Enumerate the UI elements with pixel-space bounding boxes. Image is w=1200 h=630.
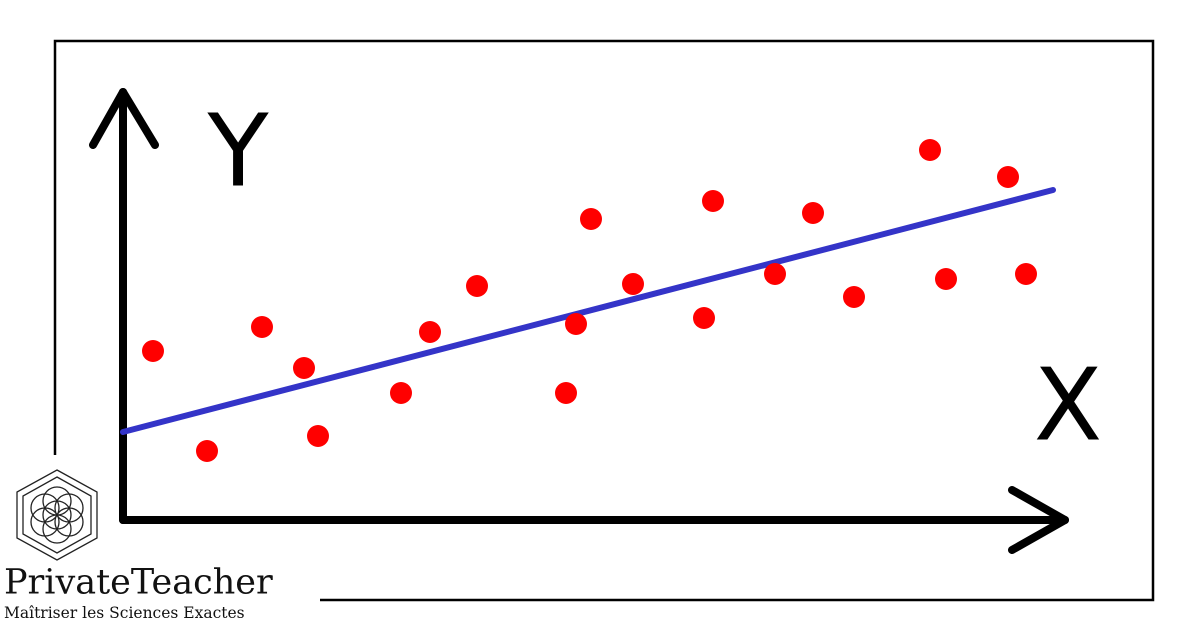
point: [843, 286, 865, 308]
trend-line: [120, 187, 1056, 435]
point: [997, 166, 1019, 188]
point: [466, 275, 488, 297]
point: [307, 425, 329, 447]
point: [555, 382, 577, 404]
x-arrow: [1008, 486, 1069, 554]
point: [419, 321, 441, 343]
point: [802, 202, 824, 224]
point: [935, 268, 957, 290]
x-label: X: [1034, 346, 1103, 463]
plot: [120, 139, 1056, 462]
point: [764, 263, 786, 285]
point: [196, 440, 218, 462]
y-label: Y: [206, 92, 269, 209]
point: [919, 139, 941, 161]
point: [693, 307, 715, 329]
point: [142, 340, 164, 362]
point: [702, 190, 724, 212]
y-arrow: [89, 88, 159, 149]
point: [293, 357, 315, 379]
point: [565, 313, 587, 335]
point: [622, 273, 644, 295]
axes: [89, 88, 1069, 554]
logo-name: PrivateTeacher: [4, 563, 273, 603]
frame: [53, 39, 1155, 602]
point: [580, 208, 602, 230]
logo-tagline: Maîtriser les Sciences Exactes: [4, 604, 245, 622]
point: [390, 382, 412, 404]
point: [251, 316, 273, 338]
point: [1015, 263, 1037, 285]
logo-icon: [16, 469, 98, 561]
